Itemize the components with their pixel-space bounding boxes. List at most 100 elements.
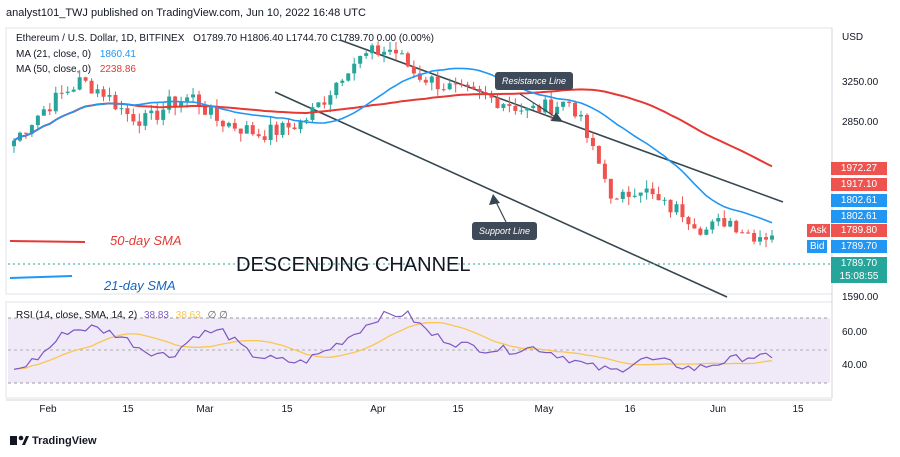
sma21-legend-line: [9, 275, 73, 279]
candle-body: [107, 94, 112, 97]
time-tick: May: [534, 404, 554, 415]
candle-body: [435, 76, 440, 90]
rsi-tick: 60.00: [842, 327, 868, 338]
candle-body: [584, 114, 589, 138]
candle-body: [405, 53, 410, 67]
candle-body: [95, 89, 100, 94]
candle-body: [519, 110, 524, 112]
candle-body: [650, 188, 655, 195]
candle-body: [764, 237, 769, 240]
candle-body: [752, 233, 757, 242]
candle-body: [358, 55, 363, 64]
candle-body: [531, 105, 536, 108]
candle-body: [352, 63, 357, 74]
price-label-4: 1802.61: [831, 210, 887, 223]
sma21-annotation: 21-day SMA: [104, 278, 176, 293]
support-callout: Support Line: [472, 222, 538, 240]
candle-body: [417, 73, 422, 80]
countdown-box: 15:08:55: [831, 270, 887, 283]
candle-body: [292, 127, 297, 130]
support-line: [274, 91, 728, 298]
tradingview-logo-icon: [10, 435, 29, 445]
candle-body: [370, 45, 375, 54]
candle-body: [23, 132, 28, 134]
candle-body: [208, 107, 213, 115]
price-axis-currency: USD: [842, 32, 864, 43]
rsi-tick: 40.00: [842, 360, 868, 371]
candle-body: [77, 77, 82, 90]
candle-body: [167, 96, 172, 110]
candle-body: [758, 237, 763, 242]
time-tick: Jun: [709, 404, 727, 415]
candle-body: [137, 121, 142, 126]
resistance-arrow: [519, 93, 561, 121]
candle-body: [770, 235, 774, 240]
candle-body: [328, 95, 333, 105]
candle-body: [662, 199, 667, 201]
candle-body: [286, 122, 291, 128]
candle-body: [447, 83, 452, 90]
candle-body: [543, 99, 548, 113]
price-label-1: 1972.27: [831, 162, 887, 175]
candle-body: [573, 102, 578, 117]
candle-body: [680, 204, 685, 218]
candle-body: [734, 220, 739, 233]
candle-body: [423, 79, 428, 83]
resistance-callout: Resistance Line: [495, 72, 574, 90]
candle-body: [322, 102, 327, 105]
candle-body: [202, 106, 207, 115]
candle-body: [489, 95, 494, 98]
candle-body: [310, 107, 315, 120]
time-tick: Feb: [39, 404, 57, 415]
candle-body: [579, 114, 584, 117]
candle-body: [626, 191, 631, 197]
candle-body: [441, 89, 446, 91]
ma50-value: 2238.86: [99, 64, 136, 75]
candle-body: [549, 99, 554, 115]
candle-body: [268, 124, 273, 140]
candle-body: [256, 134, 261, 137]
candle-body: [393, 49, 398, 54]
candle-body: [722, 218, 727, 227]
candle-body: [220, 120, 225, 127]
candle-body: [411, 66, 416, 74]
time-tick: 15: [452, 404, 464, 415]
rsi-line: [13, 310, 773, 373]
candle-body: [89, 80, 94, 94]
price-label-3: 1802.61: [831, 194, 887, 207]
candle-body: [101, 89, 106, 97]
candle-body: [704, 229, 709, 235]
candles-group: [12, 41, 774, 248]
ask-price: 1789.80: [831, 224, 887, 237]
candle-body: [567, 101, 572, 103]
candle-body: [250, 125, 255, 135]
candle-body: [12, 140, 16, 147]
candle-body: [596, 146, 601, 164]
candle-body: [608, 178, 613, 199]
candle-body: [590, 137, 595, 147]
candle-body: [746, 232, 751, 234]
candle-body: [238, 128, 243, 134]
candle-body: [602, 163, 607, 179]
price-tick: 3250.00: [842, 77, 879, 88]
candle-body: [197, 94, 202, 107]
candle-body: [155, 110, 160, 120]
candle-body: [716, 218, 721, 222]
candle-body: [698, 228, 703, 235]
candle-body: [501, 104, 506, 108]
candle-body: [495, 97, 500, 108]
candle-body: [382, 51, 387, 55]
candle-body: [125, 108, 130, 115]
time-tick: 15: [281, 404, 293, 415]
publisher-line: analyst101_TWJ published on TradingView.…: [6, 7, 366, 19]
candle-body: [364, 53, 369, 56]
last-price-box: 1789.70: [831, 257, 887, 270]
candle-body: [298, 120, 303, 130]
rsi-ma-value: 38.63: [175, 310, 201, 321]
time-tick: 15: [122, 404, 134, 415]
price-tick: 2850.00: [842, 117, 879, 128]
candle-body: [429, 76, 434, 83]
candle-body: [53, 92, 58, 112]
candle-body: [507, 104, 512, 106]
candle-body: [376, 45, 381, 55]
